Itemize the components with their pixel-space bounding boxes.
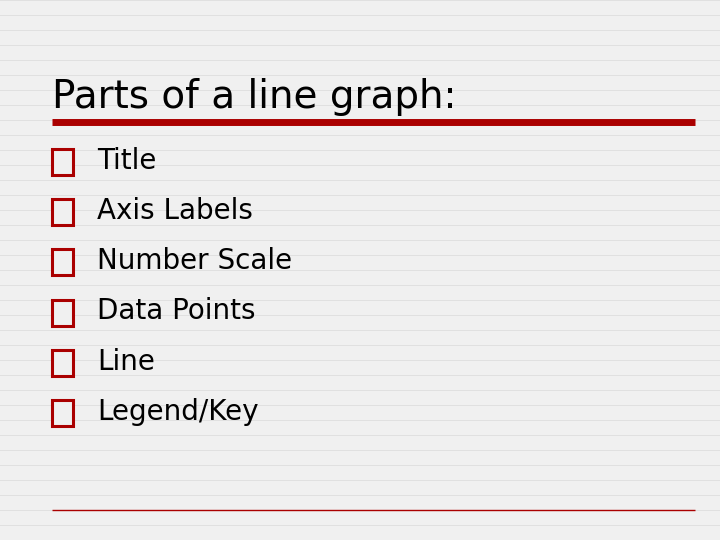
FancyBboxPatch shape — [52, 249, 73, 275]
Text: Legend/Key: Legend/Key — [97, 398, 258, 426]
Text: Axis Labels: Axis Labels — [97, 197, 253, 225]
Text: Line: Line — [97, 348, 155, 376]
FancyBboxPatch shape — [52, 400, 73, 426]
FancyBboxPatch shape — [52, 149, 73, 175]
FancyBboxPatch shape — [52, 350, 73, 376]
FancyBboxPatch shape — [52, 300, 73, 326]
Text: Title: Title — [97, 147, 156, 175]
Text: Parts of a line graph:: Parts of a line graph: — [52, 78, 456, 116]
Text: Number Scale: Number Scale — [97, 247, 292, 275]
Text: Data Points: Data Points — [97, 298, 256, 326]
FancyBboxPatch shape — [52, 199, 73, 225]
